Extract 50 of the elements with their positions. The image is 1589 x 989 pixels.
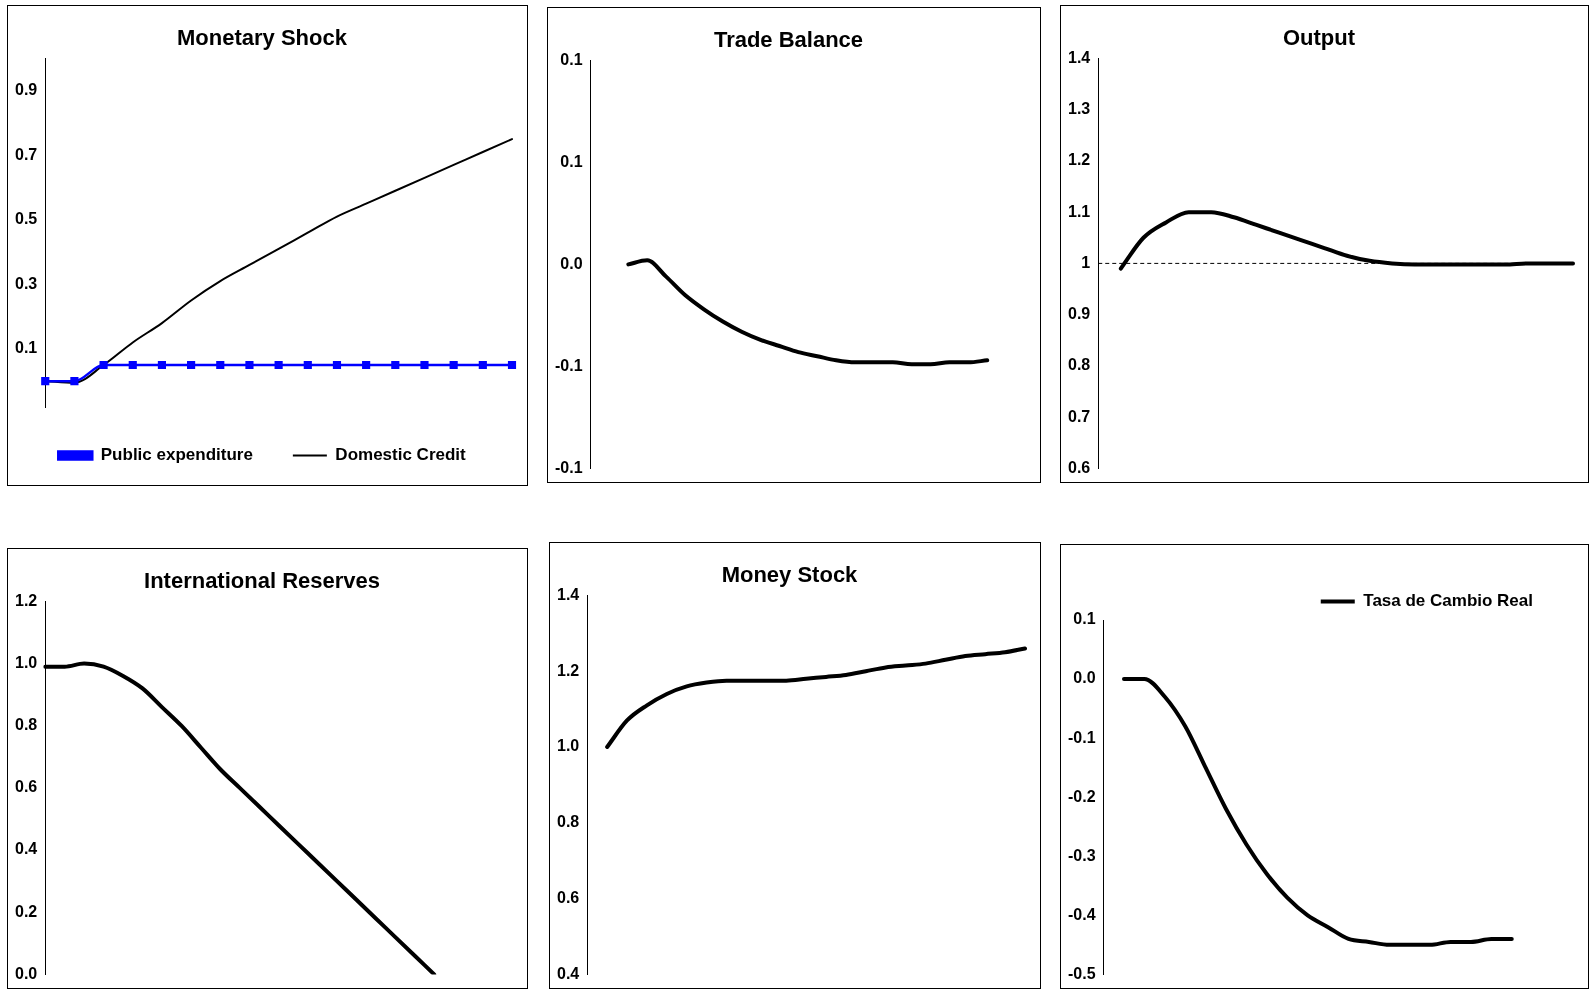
y-tick-label: 1.4 [556, 585, 580, 603]
y-tick-label: 1.2 [1067, 151, 1091, 169]
y-tick-label: -0.1 [554, 356, 583, 374]
line-series [1121, 677, 1514, 947]
y-tick-label: 0.4 [556, 964, 580, 982]
y-tick-label: 1.1 [1067, 202, 1091, 220]
legend-label: Tasa de Cambio Real [1363, 591, 1534, 611]
y-tick-label: -0.4 [1067, 905, 1096, 923]
y-tick-label: 0.9 [14, 81, 38, 99]
y-tick-label: 0.6 [14, 778, 38, 796]
line-series [626, 258, 990, 367]
chart-title: Money Stock [721, 562, 859, 588]
y-tick-label: 0.7 [14, 145, 38, 163]
y-tick-label: -0.1 [554, 458, 583, 476]
y-tick-label: 0.0 [560, 254, 583, 272]
chart-title: Trade Balance [713, 27, 864, 53]
legend-label: Public expenditure [100, 445, 253, 465]
chart-title: Monetary Shock [177, 25, 348, 51]
y-tick-label: 0.4 [14, 840, 38, 858]
y-tick-label: 0.3 [14, 274, 38, 292]
y-tick-label: 0.1 [560, 50, 583, 68]
y-tick-label: 1.0 [14, 653, 38, 671]
y-tick-label: 0.5 [14, 210, 38, 228]
y-tick-label: 0.2 [14, 902, 38, 920]
y-tick-label: 1.3 [1067, 100, 1091, 118]
y-tick-label: 0.8 [556, 813, 580, 831]
line-series [605, 646, 1027, 749]
y-tick-label: -0.5 [1067, 964, 1096, 982]
y-tick-label: 1 [1081, 253, 1091, 271]
y-tick-label: 1.2 [556, 661, 580, 679]
y-tick-label: -0.2 [1067, 787, 1096, 805]
y-tick-label: -0.3 [1067, 846, 1096, 864]
y-tick-label: 1.0 [556, 737, 580, 755]
legend-label: Domestic Credit [335, 445, 467, 465]
y-tick-label: 1.4 [1067, 48, 1091, 66]
y-tick-label: 0.0 [14, 964, 38, 982]
y-tick-label: 0.8 [1067, 356, 1091, 374]
y-tick-label: 0.1 [1073, 610, 1096, 628]
y-tick-label: 0.6 [556, 889, 580, 907]
y-tick-label: 1.2 [14, 591, 38, 609]
y-tick-label: 0.0 [1073, 669, 1096, 687]
y-tick-label: 0.7 [1067, 407, 1091, 425]
y-tick-label: -0.1 [1067, 728, 1096, 746]
y-tick-label: 0.8 [14, 716, 38, 734]
y-tick-label: 0.1 [14, 339, 38, 357]
chart-title: Output [1282, 25, 1356, 51]
y-tick-label: 0.9 [1067, 305, 1091, 323]
y-tick-label: 0.6 [1067, 458, 1091, 476]
chart-title: International Reserves [144, 568, 380, 594]
y-tick-label: 0.1 [560, 152, 583, 170]
